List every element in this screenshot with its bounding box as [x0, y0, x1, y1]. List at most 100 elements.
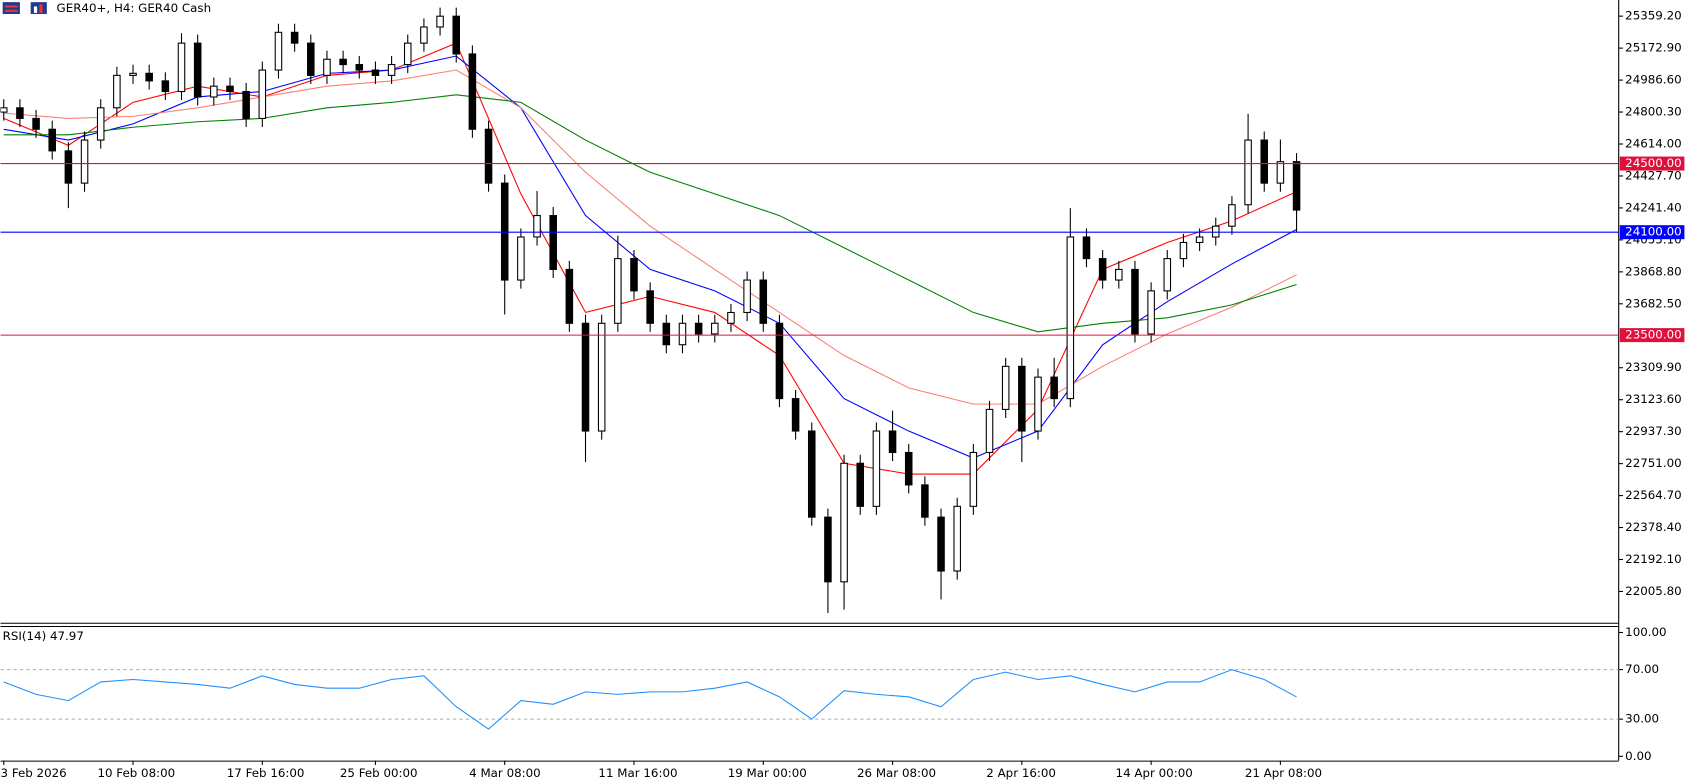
- candle-body: [775, 322, 784, 400]
- candle-body: [1211, 225, 1220, 238]
- moving-average: [3, 94, 1297, 333]
- candle-body: [500, 182, 509, 281]
- level-label: 23500.00: [1625, 328, 1682, 342]
- candle-body: [1276, 161, 1285, 184]
- candle-body: [468, 53, 477, 130]
- x-tick-label: 19 Mar 00:00: [728, 766, 807, 780]
- level-label: 24100.00: [1625, 225, 1682, 239]
- candle-body: [242, 90, 250, 119]
- candle-body: [403, 42, 412, 66]
- candle-body: [436, 15, 444, 28]
- x-tick-label: 11 Mar 16:00: [598, 766, 677, 780]
- icon: [39, 4, 43, 13]
- y-tick-label: 22378.40: [1625, 520, 1682, 534]
- x-tick-label: 3 Feb 2026: [1, 766, 67, 780]
- candle-body: [840, 462, 848, 583]
- candle-body: [1179, 241, 1188, 260]
- candle-body: [517, 236, 525, 281]
- moving-average: [3, 69, 1297, 405]
- candle-body: [323, 58, 331, 76]
- y-tick-label: 22937.30: [1625, 424, 1682, 438]
- y-tick-label: 23682.50: [1625, 296, 1682, 310]
- moving-average: [3, 55, 1297, 459]
- candle-body: [1195, 236, 1204, 244]
- y-tick-label: 0.00: [1625, 749, 1651, 763]
- candle-body: [290, 31, 299, 44]
- candle-body: [888, 430, 897, 454]
- candle-body: [339, 58, 347, 66]
- y-tick-label: 25359.20: [1625, 9, 1682, 23]
- y-tick-label: 24241.40: [1625, 200, 1682, 214]
- indicator-line: [3, 669, 1297, 730]
- candle-body: [258, 69, 267, 119]
- candle-body: [484, 128, 493, 184]
- candle-body: [1115, 268, 1123, 281]
- icon: [30, 2, 47, 15]
- y-tick-label: 30.00: [1625, 712, 1659, 726]
- y-tick-label: 100.00: [1625, 625, 1666, 639]
- y-tick-label: 22751.00: [1625, 456, 1682, 470]
- candle-body: [969, 451, 978, 507]
- candle-body: [597, 322, 606, 432]
- candle-body: [193, 42, 202, 98]
- level-label-box: [1619, 328, 1685, 343]
- candle-body: [1098, 258, 1107, 281]
- x-tick-label: 10 Feb 08:00: [97, 766, 175, 780]
- candle-body: [420, 26, 428, 44]
- x-tick-label: 17 Feb 16:00: [227, 766, 305, 780]
- candle-body: [129, 72, 137, 76]
- x-tick-label: 26 Mar 08:00: [857, 766, 936, 780]
- symbol-icons: [2, 2, 47, 15]
- candle-body: [1018, 365, 1026, 432]
- candle-body: [32, 117, 40, 130]
- candle-body: [921, 484, 929, 518]
- y-tick-label: 23868.80: [1625, 264, 1682, 278]
- y-tick-label: 23123.60: [1625, 392, 1682, 406]
- y-tick-label: 23309.90: [1625, 360, 1682, 374]
- candle-body: [274, 31, 283, 71]
- candle-body: [113, 74, 121, 109]
- plot-area: [0, 7, 1301, 614]
- candle-body: [1034, 376, 1042, 432]
- candle-body: [711, 322, 719, 335]
- candle-body: [549, 215, 557, 270]
- x-tick-label: 2 Apr 16:00: [986, 766, 1056, 780]
- x-tick-label: 25 Feb 00:00: [340, 766, 418, 780]
- candle-body: [807, 430, 816, 518]
- candle-body: [630, 258, 638, 292]
- icon: [4, 5, 18, 8]
- candle-body: [646, 290, 654, 324]
- candle-body: [226, 85, 234, 93]
- candle-body: [533, 215, 541, 238]
- level-label-box: [1619, 225, 1685, 240]
- icon: [4, 9, 18, 12]
- candle-body: [985, 408, 994, 454]
- icon: [33, 6, 38, 13]
- candle-body: [937, 516, 945, 572]
- candle-body: [743, 279, 751, 314]
- candle-body: [856, 462, 865, 507]
- icon: [2, 2, 20, 15]
- y-tick-label: 24427.70: [1625, 168, 1682, 182]
- candle-body: [824, 516, 832, 583]
- candle-body: [145, 72, 153, 82]
- y-tick-label: 24800.30: [1625, 105, 1682, 119]
- candle-body: [662, 322, 671, 346]
- candle-body: [307, 42, 315, 76]
- candle-body: [565, 268, 574, 324]
- y-tick-label: 24614.00: [1625, 137, 1682, 151]
- candle-body: [161, 80, 170, 93]
- candle-body: [791, 398, 800, 432]
- candle-body: [678, 322, 687, 346]
- candle-body: [1244, 139, 1252, 206]
- candle-body: [581, 322, 590, 432]
- candle-body: [210, 85, 218, 98]
- y-tick-label: 22192.10: [1625, 552, 1682, 566]
- y-tick-label: 22005.80: [1625, 584, 1682, 598]
- candle-body: [694, 322, 703, 335]
- candle-body: [387, 64, 396, 76]
- y-tick-label: 25172.90: [1625, 41, 1682, 55]
